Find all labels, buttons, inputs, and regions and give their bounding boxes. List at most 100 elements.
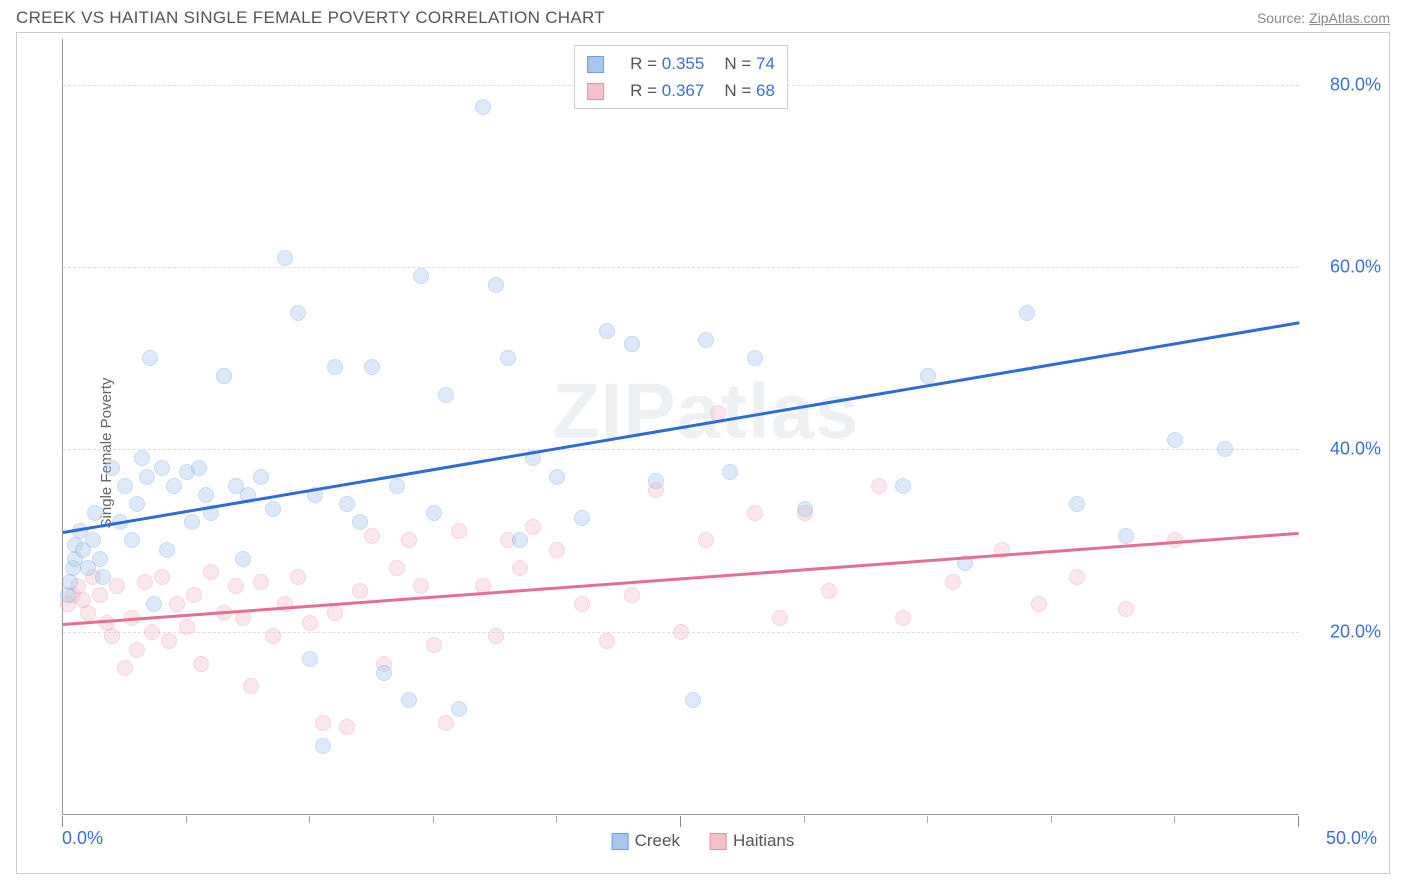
correlation-legend: R = 0.355 N = 74 R = 0.367 N = 68 bbox=[574, 45, 788, 109]
haitian-point bbox=[169, 596, 185, 612]
haitian-point bbox=[243, 678, 259, 694]
creek-point bbox=[599, 323, 615, 339]
legend-item-haitian: Haitians bbox=[710, 831, 794, 851]
haitian-point bbox=[624, 587, 640, 603]
haitian-point bbox=[315, 715, 331, 731]
creek-point bbox=[438, 387, 454, 403]
creek-point bbox=[747, 350, 763, 366]
haitian-swatch-icon bbox=[710, 833, 727, 850]
creek-point bbox=[797, 501, 813, 517]
creek-point bbox=[339, 496, 355, 512]
haitian-point bbox=[203, 564, 219, 580]
haitian-point bbox=[277, 596, 293, 612]
creek-point bbox=[146, 596, 162, 612]
x-tick-major bbox=[680, 816, 681, 827]
creek-point bbox=[1118, 528, 1134, 544]
creek-point bbox=[302, 651, 318, 667]
haitian-n-value: 68 bbox=[756, 81, 775, 100]
haitian-point bbox=[772, 610, 788, 626]
creek-point bbox=[104, 460, 120, 476]
haitian-point bbox=[352, 583, 368, 599]
creek-point bbox=[124, 532, 140, 548]
haitian-point bbox=[92, 587, 108, 603]
x-tick-minor bbox=[1051, 816, 1052, 823]
plot-area: ZIPatlas R = 0.355 N = 74 R = 0.367 N = … bbox=[62, 39, 1299, 815]
x-tick-minor bbox=[927, 816, 928, 823]
haitian-point bbox=[599, 633, 615, 649]
haitian-point bbox=[327, 605, 343, 621]
x-tick-max: 50.0% bbox=[1326, 828, 1377, 849]
haitian-point bbox=[1118, 601, 1134, 617]
creek-point bbox=[698, 332, 714, 348]
r-label: R = bbox=[630, 81, 657, 100]
x-tick-minor bbox=[804, 816, 805, 823]
creek-point bbox=[648, 473, 664, 489]
chart-header: CREEK VS HAITIAN SINGLE FEMALE POVERTY C… bbox=[0, 0, 1406, 32]
haitian-point bbox=[389, 560, 405, 576]
creek-point bbox=[85, 532, 101, 548]
haitian-point bbox=[109, 578, 125, 594]
haitian-point bbox=[525, 519, 541, 535]
haitian-point bbox=[821, 583, 837, 599]
creek-point bbox=[198, 487, 214, 503]
creek-point bbox=[139, 469, 155, 485]
haitian-point bbox=[698, 532, 714, 548]
creek-point bbox=[92, 551, 108, 567]
creek-point bbox=[500, 350, 516, 366]
creek-point bbox=[166, 478, 182, 494]
creek-swatch-icon bbox=[587, 56, 604, 73]
gridline bbox=[63, 267, 1299, 268]
creek-point bbox=[1217, 441, 1233, 457]
x-tick-minor bbox=[309, 816, 310, 823]
x-tick-major bbox=[1298, 816, 1299, 827]
creek-n-value: 74 bbox=[756, 54, 775, 73]
creek-point bbox=[401, 692, 417, 708]
haitian-point bbox=[871, 478, 887, 494]
creek-point bbox=[159, 542, 175, 558]
haitian-point bbox=[512, 560, 528, 576]
creek-point bbox=[512, 532, 528, 548]
legend-row-haitian: R = 0.367 N = 68 bbox=[587, 77, 775, 104]
haitian-label: Haitians bbox=[733, 831, 794, 851]
creek-point bbox=[191, 460, 207, 476]
source-link[interactable]: ZipAtlas.com bbox=[1309, 10, 1390, 26]
legend-row-creek: R = 0.355 N = 74 bbox=[587, 50, 775, 77]
y-tick-label: 60.0% bbox=[1330, 256, 1381, 277]
x-tick-minor bbox=[186, 816, 187, 823]
creek-point bbox=[60, 587, 76, 603]
creek-point bbox=[142, 350, 158, 366]
creek-point bbox=[920, 368, 936, 384]
x-tick-min: 0.0% bbox=[62, 828, 103, 849]
creek-point bbox=[364, 359, 380, 375]
creek-point bbox=[154, 460, 170, 476]
haitian-point bbox=[574, 596, 590, 612]
creek-point bbox=[253, 469, 269, 485]
haitian-point bbox=[179, 619, 195, 635]
creek-point bbox=[265, 501, 281, 517]
haitian-point bbox=[117, 660, 133, 676]
haitian-swatch-icon bbox=[587, 83, 604, 100]
creek-point bbox=[1069, 496, 1085, 512]
haitian-point bbox=[549, 542, 565, 558]
creek-point bbox=[1019, 305, 1035, 321]
creek-point bbox=[327, 359, 343, 375]
y-tick-label: 40.0% bbox=[1330, 439, 1381, 460]
haitian-point bbox=[1031, 596, 1047, 612]
creek-point bbox=[488, 277, 504, 293]
haitian-point bbox=[137, 574, 153, 590]
haitian-point bbox=[895, 610, 911, 626]
creek-point bbox=[451, 701, 467, 717]
haitian-point bbox=[228, 578, 244, 594]
creek-point bbox=[426, 505, 442, 521]
x-tick-major bbox=[62, 816, 63, 827]
haitian-point bbox=[129, 642, 145, 658]
haitian-point bbox=[193, 656, 209, 672]
creek-point bbox=[685, 692, 701, 708]
haitian-point bbox=[438, 715, 454, 731]
creek-trendline bbox=[63, 322, 1299, 534]
haitian-r-value: 0.367 bbox=[662, 81, 705, 100]
haitian-point bbox=[253, 574, 269, 590]
chart-container: Single Female Poverty ZIPatlas R = 0.355… bbox=[16, 32, 1390, 874]
n-label: N = bbox=[724, 81, 751, 100]
haitian-point bbox=[401, 532, 417, 548]
